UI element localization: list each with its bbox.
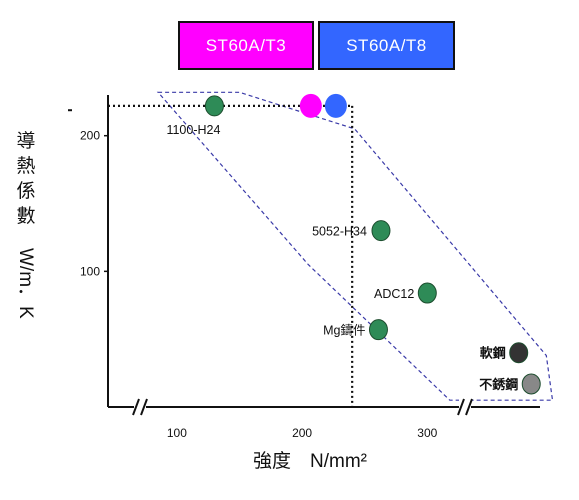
svg-text:熱: 熱 bbox=[16, 155, 35, 177]
data-label: ADC12 bbox=[374, 287, 414, 301]
data-point bbox=[417, 282, 437, 304]
data-label: 5052-H34 bbox=[312, 225, 367, 239]
data-point bbox=[299, 93, 322, 118]
x-tick-label: 100 bbox=[167, 426, 187, 440]
data-label: 不銹鋼 bbox=[479, 377, 518, 392]
data-envelope bbox=[156, 91, 554, 401]
x-tick-label: 300 bbox=[417, 426, 437, 440]
data-label: Mg鑄件 bbox=[323, 323, 365, 338]
x-axis-label: 強度 N/mm² bbox=[253, 450, 367, 472]
svg-text:W/m．K: W/m．K bbox=[15, 248, 36, 319]
svg-text:導: 導 bbox=[16, 130, 35, 152]
legend-item-st60a-t3: ST60A/T3 bbox=[178, 21, 314, 70]
legend-label: ST60A/T3 bbox=[205, 35, 287, 55]
axis-break-mark bbox=[457, 398, 465, 416]
axis-break-mark bbox=[140, 398, 148, 416]
data-point bbox=[509, 342, 529, 364]
x-tick-label: 200 bbox=[292, 426, 312, 440]
data-label: 1100-H24 bbox=[166, 123, 220, 137]
data-point bbox=[324, 93, 347, 118]
data-point bbox=[204, 95, 224, 117]
data-label: 軟鋼 bbox=[480, 346, 506, 361]
y-tick-label: 200 bbox=[80, 129, 100, 143]
axis-break-mark bbox=[465, 398, 473, 416]
data-point bbox=[371, 220, 391, 242]
y-tick-label: 100 bbox=[80, 264, 100, 278]
legend-label: ST60A/T8 bbox=[346, 35, 427, 55]
axis-break-mark bbox=[132, 398, 140, 416]
svg-text:數: 數 bbox=[16, 205, 35, 227]
svg-text:係: 係 bbox=[16, 180, 35, 202]
data-point bbox=[521, 373, 541, 395]
legend-item-st60a-t8: ST60A/T8 bbox=[318, 21, 455, 70]
data-point bbox=[368, 319, 388, 341]
